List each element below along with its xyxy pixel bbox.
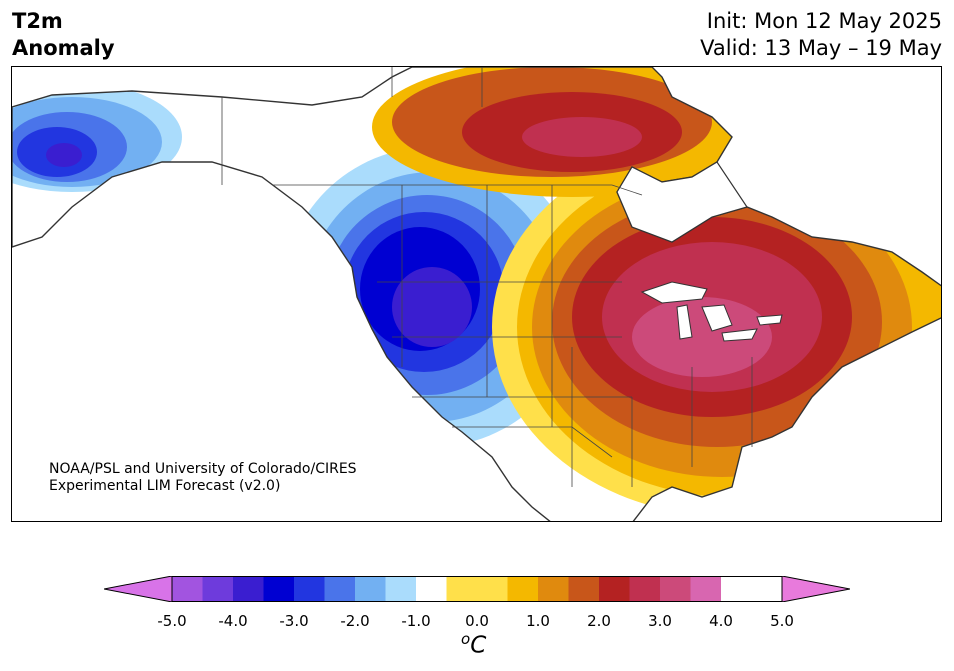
hudson-bay xyxy=(616,161,748,243)
colorbar-cell xyxy=(599,576,630,602)
colorbar-tick-label: 0.0 xyxy=(465,612,489,630)
coastline xyxy=(12,67,941,521)
anomaly-map xyxy=(11,66,942,522)
colorbar-cell xyxy=(172,576,203,602)
colorbar-tick-label: -4.0 xyxy=(218,612,248,630)
colorbar-tick-label: -1.0 xyxy=(401,612,431,630)
colorbar-tick-label: -5.0 xyxy=(157,612,187,630)
colorbar-cell xyxy=(202,576,233,602)
great-lakes xyxy=(640,281,783,342)
anomaly-map-svg xyxy=(12,67,941,521)
colorbar-tick-label: -2.0 xyxy=(340,612,370,630)
colorbar-cell xyxy=(507,576,538,602)
map-title-line1: T2m xyxy=(12,9,63,33)
colorbar-unit: oC xyxy=(461,630,486,659)
colorbar-cell xyxy=(568,576,599,602)
colorbar-cell xyxy=(385,576,416,602)
political-borders xyxy=(221,67,753,487)
colorbar-under-arrow xyxy=(104,576,173,602)
forecast-dates: Init: Mon 12 May 2025 Valid: 13 May – 19… xyxy=(700,8,942,62)
colorbar-cells xyxy=(172,576,721,602)
colorbar-cell xyxy=(629,576,660,602)
colorbar-tick-label: 2.0 xyxy=(587,612,611,630)
colorbar-cell xyxy=(324,576,355,602)
colorbar-outline xyxy=(171,576,783,602)
map-title: T2m Anomaly xyxy=(12,8,115,62)
colorbar-cell xyxy=(416,576,447,602)
colorbar-cell xyxy=(355,576,386,602)
colorbar-cell xyxy=(263,576,294,602)
colorbar-cell xyxy=(660,576,691,602)
colorbar-cell xyxy=(294,576,325,602)
init-date: Init: Mon 12 May 2025 xyxy=(706,9,942,33)
colorbar-over-arrow xyxy=(781,576,850,602)
colorbar-cell xyxy=(233,576,264,602)
valid-range: Valid: 13 May – 19 May xyxy=(700,36,942,60)
credit-line2: Experimental LIM Forecast (v2.0) xyxy=(49,478,281,494)
colorbar-tick-label: 1.0 xyxy=(526,612,550,630)
credit-line1: NOAA/PSL and University of Colorado/CIRE… xyxy=(49,461,357,477)
credit-text: NOAA/PSL and University of Colorado/CIRE… xyxy=(49,461,357,495)
colorbar-cell xyxy=(446,576,508,602)
colorbar-tick-label: 4.0 xyxy=(709,612,733,630)
colorbar-tick-label: -3.0 xyxy=(279,612,309,630)
colorbar-cell xyxy=(538,576,569,602)
anomaly-field xyxy=(12,67,941,521)
colorbar-unit-letter: C xyxy=(470,632,487,659)
colorbar-cell xyxy=(690,576,721,602)
colorbar xyxy=(104,576,850,602)
map-title-line2: Anomaly xyxy=(12,36,115,60)
colorbar-tick-label: 5.0 xyxy=(770,612,794,630)
colorbar-unit-degree: o xyxy=(461,630,471,648)
colorbar-tick-label: 3.0 xyxy=(648,612,672,630)
